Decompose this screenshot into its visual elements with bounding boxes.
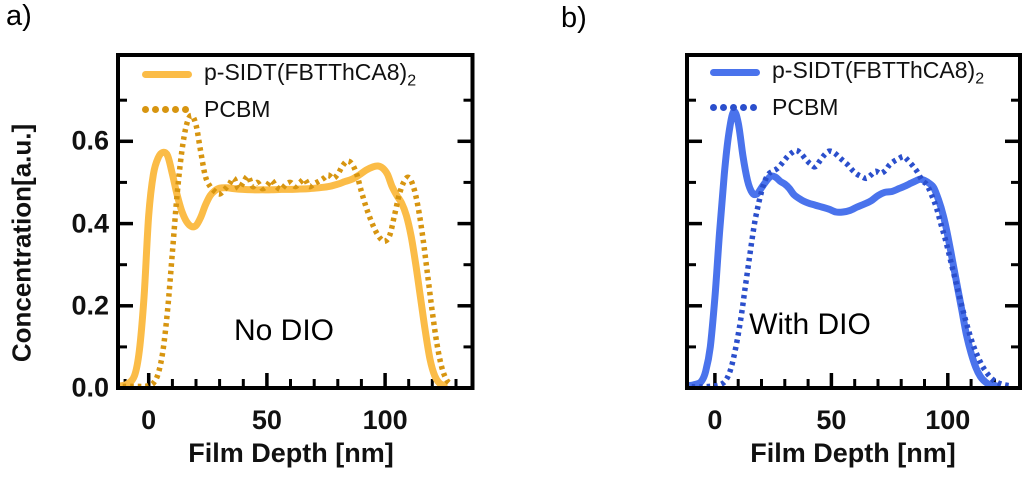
legend-label-text: p-SIDT(FBTThCA8) [772,56,976,83]
y-tick-label: 0.0 [71,372,109,403]
legend-swatch-dotted-b [710,104,762,111]
legend-label-pcbm-b: PCBM [772,94,838,121]
legend-label-subscript: 2 [975,70,985,88]
x-tick-label: 100 [362,405,408,435]
legend-label-text: PCBM [772,94,839,120]
series-psidt-a [117,148,448,389]
panel-label-b: b) [561,2,587,34]
legend-label-text: p-SIDT(FBTThCA8) [204,58,408,85]
plot-border-a [116,53,475,390]
legend-dot [720,104,727,111]
x-tick-label: 50 [816,405,847,435]
legend-dot [182,106,189,113]
legend-entry-pcbm-b: PCBM [710,90,984,125]
legend-label-psidt-b: p-SIDT(FBTThCA8)2 [772,57,984,89]
y-tick-label: 0.6 [71,125,109,156]
legend-entry-pcbm-a: PCBM [142,92,416,127]
legend-dot [142,106,149,113]
series-psidt-b [686,107,1001,389]
x-axis-title-b: Film Depth [nm] [750,438,956,468]
annotation-no-dio: No DIO [233,314,335,347]
legend-dot [152,106,159,113]
y-tick-label: 0.2 [71,290,109,321]
legend-dot [710,104,717,111]
legend-label-text: PCBM [204,96,271,122]
legend-dot [740,104,747,111]
dotted-line-swatch-icon [142,106,192,113]
series-pcbm-a [122,112,454,389]
legend-swatch-solid-a [142,71,194,78]
annotation-with-dio: With DIO [749,308,871,341]
legend-dot [162,106,169,113]
panel-label-a: a) [6,0,32,32]
y-tick-label: 0.4 [71,208,109,239]
x-tick-label: 100 [925,405,971,435]
solid-line-swatch-icon [142,71,192,78]
x-tick-label: 50 [251,405,282,435]
x-tick-label: 0 [141,405,157,435]
dotted-line-swatch-icon [710,104,760,111]
legend-dot [730,104,737,111]
legend-a: p-SIDT(FBTThCA8)2 PCBM [142,57,416,127]
solid-line-swatch-icon [710,69,760,76]
legend-label-subscript: 2 [407,72,417,90]
y-axis-title-a: Concentration[a.u.] [6,123,37,363]
legend-b: p-SIDT(FBTThCA8)2 PCBM [710,55,984,125]
legend-label-psidt-a: p-SIDT(FBTThCA8)2 [204,59,416,91]
legend-dot [172,106,179,113]
legend-swatch-solid-b [710,69,762,76]
legend-entry-psidt-a: p-SIDT(FBTThCA8)2 [142,57,416,92]
series-pcbm-b [691,147,1012,389]
plot-border-b [685,53,1022,390]
legend-dot [750,104,757,111]
x-axis-title-a: Film Depth [nm] [188,438,394,468]
legend-label-pcbm-a: PCBM [204,96,270,123]
legend-swatch-dotted-a [142,106,194,113]
legend-entry-psidt-b: p-SIDT(FBTThCA8)2 [710,55,984,90]
x-tick-label: 0 [707,405,723,435]
